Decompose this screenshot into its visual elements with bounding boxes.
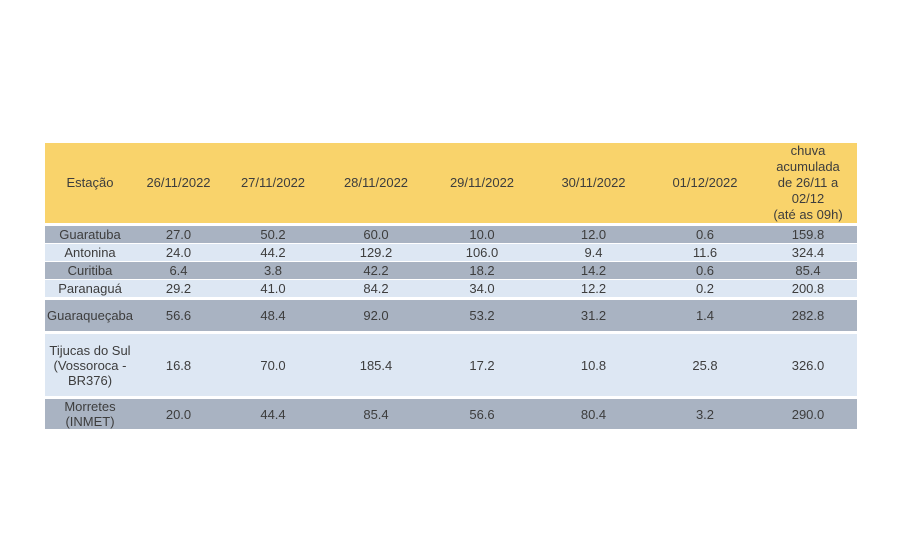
header-row: Estação 26/11/2022 27/11/2022 28/11/2022… <box>45 143 857 226</box>
value-cell: 56.6 <box>428 396 536 429</box>
table-row-tijucas-do-sul: Tijucas do Sul (Vossoroca - BR376) 16.8 … <box>45 331 857 398</box>
value-cell: 44.4 <box>222 396 324 429</box>
station-cell: Guaraqueçaba <box>45 297 135 333</box>
station-cell: Antonina <box>45 243 135 262</box>
value-cell: 31.2 <box>536 297 651 333</box>
value-cell: 11.6 <box>651 243 759 262</box>
value-cell: 70.0 <box>222 331 324 398</box>
table-row-guaratuba: Guaratuba 27.0 50.2 60.0 10.0 12.0 0.6 1… <box>45 224 857 244</box>
table-row-guaraquecaba: Guaraqueçaba 56.6 48.4 92.0 53.2 31.2 1.… <box>45 297 857 333</box>
table-row-paranagua: Paranaguá 29.2 41.0 84.2 34.0 12.2 0.2 2… <box>45 279 857 299</box>
rainfall-table: Estação 26/11/2022 27/11/2022 28/11/2022… <box>45 143 857 429</box>
header-date-29-11: 29/11/2022 <box>428 143 536 226</box>
value-cell: 92.0 <box>324 297 428 333</box>
value-cell: 53.2 <box>428 297 536 333</box>
value-cell: 185.4 <box>324 331 428 398</box>
value-cell: 290.0 <box>759 396 857 429</box>
value-cell: 44.2 <box>222 243 324 262</box>
value-cell: 34.0 <box>428 279 536 299</box>
value-cell: 80.4 <box>536 396 651 429</box>
value-cell: 18.2 <box>428 261 536 280</box>
value-cell: 25.8 <box>651 331 759 398</box>
value-cell: 3.8 <box>222 261 324 280</box>
header-station: Estação <box>45 143 135 226</box>
value-cell: 16.8 <box>135 331 222 398</box>
value-cell: 282.8 <box>759 297 857 333</box>
value-cell: 12.0 <box>536 224 651 244</box>
value-cell: 129.2 <box>324 243 428 262</box>
value-cell: 85.4 <box>759 261 857 280</box>
value-cell: 159.8 <box>759 224 857 244</box>
header-date-30-11: 30/11/2022 <box>536 143 651 226</box>
value-cell: 12.2 <box>536 279 651 299</box>
value-cell: 9.4 <box>536 243 651 262</box>
table-header: Estação 26/11/2022 27/11/2022 28/11/2022… <box>45 143 857 226</box>
station-cell: Paranaguá <box>45 279 135 299</box>
value-cell: 50.2 <box>222 224 324 244</box>
value-cell: 84.2 <box>324 279 428 299</box>
table-row-curitiba: Curitiba 6.4 3.8 42.2 18.2 14.2 0.6 85.4 <box>45 261 857 280</box>
station-cell: Curitiba <box>45 261 135 280</box>
value-cell: 85.4 <box>324 396 428 429</box>
table-row-morretes: Morretes (INMET) 20.0 44.4 85.4 56.6 80.… <box>45 396 857 429</box>
value-cell: 10.0 <box>428 224 536 244</box>
value-cell: 106.0 <box>428 243 536 262</box>
station-cell: Tijucas do Sul (Vossoroca - BR376) <box>45 331 135 398</box>
value-cell: 3.2 <box>651 396 759 429</box>
value-cell: 0.2 <box>651 279 759 299</box>
value-cell: 6.4 <box>135 261 222 280</box>
value-cell: 200.8 <box>759 279 857 299</box>
table-body: Guaratuba 27.0 50.2 60.0 10.0 12.0 0.6 1… <box>45 224 857 429</box>
value-cell: 41.0 <box>222 279 324 299</box>
value-cell: 326.0 <box>759 331 857 398</box>
station-cell: Guaratuba <box>45 224 135 244</box>
value-cell: 27.0 <box>135 224 222 244</box>
table-row-antonina: Antonina 24.0 44.2 129.2 106.0 9.4 11.6 … <box>45 243 857 262</box>
value-cell: 1.4 <box>651 297 759 333</box>
value-cell: 17.2 <box>428 331 536 398</box>
value-cell: 20.0 <box>135 396 222 429</box>
value-cell: 10.8 <box>536 331 651 398</box>
header-date-28-11: 28/11/2022 <box>324 143 428 226</box>
value-cell: 324.4 <box>759 243 857 262</box>
header-date-01-12: 01/12/2022 <box>651 143 759 226</box>
rainfall-table-container: Estação 26/11/2022 27/11/2022 28/11/2022… <box>45 143 857 429</box>
value-cell: 60.0 <box>324 224 428 244</box>
value-cell: 56.6 <box>135 297 222 333</box>
value-cell: 0.6 <box>651 261 759 280</box>
value-cell: 42.2 <box>324 261 428 280</box>
header-date-27-11: 27/11/2022 <box>222 143 324 226</box>
value-cell: 24.0 <box>135 243 222 262</box>
value-cell: 29.2 <box>135 279 222 299</box>
station-cell: Morretes (INMET) <box>45 396 135 429</box>
header-accumulated-rain: chuva acumulada de 26/11 a 02/12 (até as… <box>759 143 857 226</box>
header-date-26-11: 26/11/2022 <box>135 143 222 226</box>
value-cell: 48.4 <box>222 297 324 333</box>
value-cell: 0.6 <box>651 224 759 244</box>
value-cell: 14.2 <box>536 261 651 280</box>
